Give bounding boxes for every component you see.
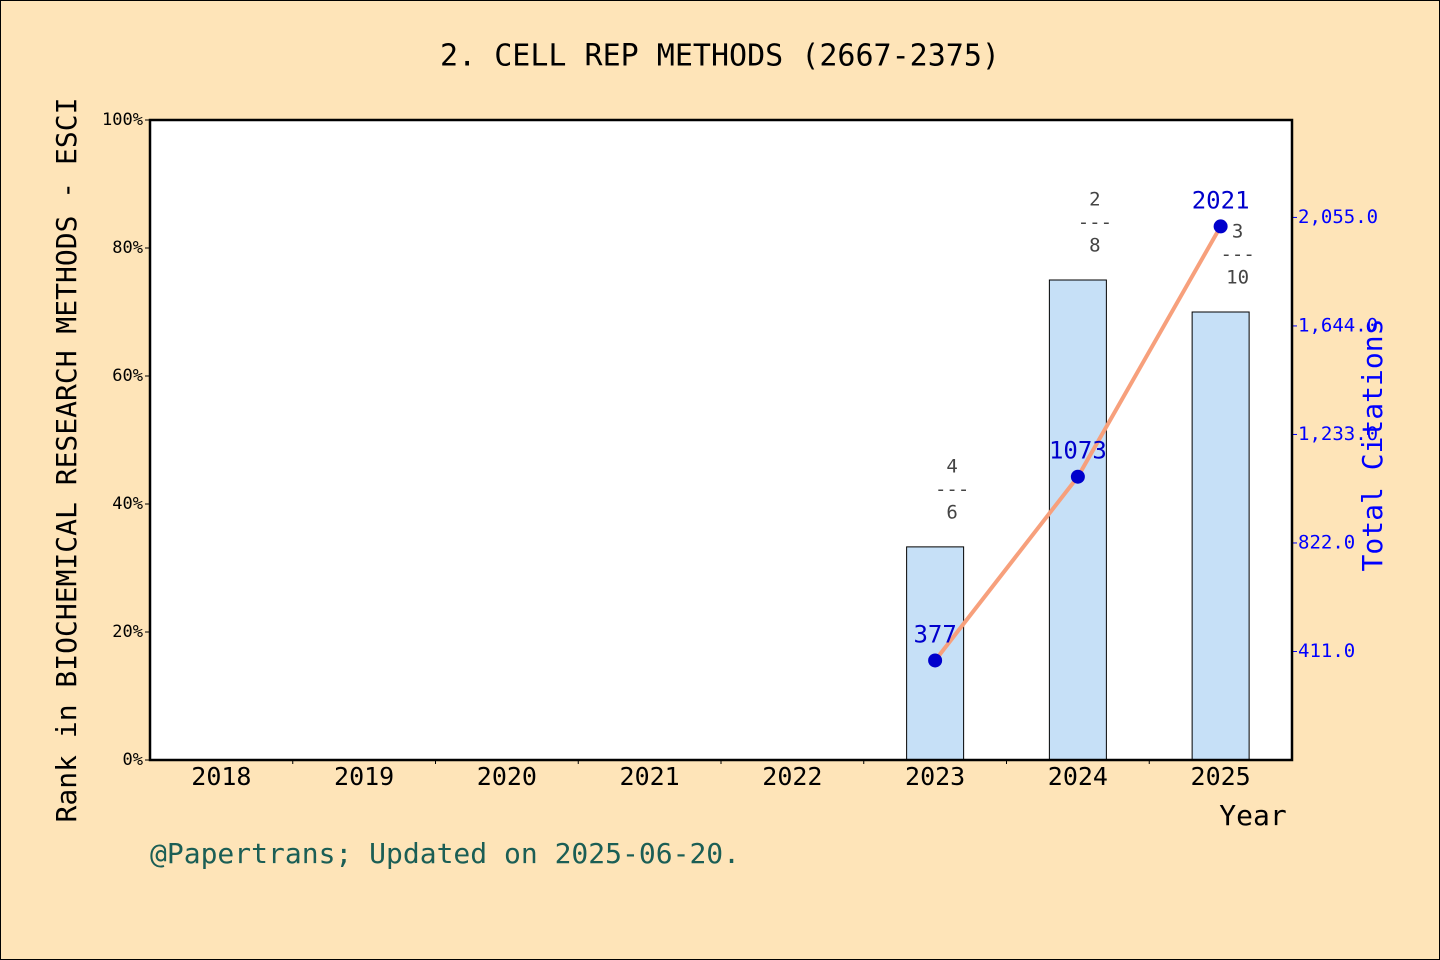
y-tick-label: 20% <box>112 622 143 642</box>
x-tick-label: 2018 <box>191 762 251 791</box>
x-tick-label: 2020 <box>477 762 537 791</box>
bar <box>1191 311 1250 761</box>
line-marker <box>1070 469 1085 484</box>
data-label: 2021 <box>1192 186 1250 214</box>
bar-annotation: 6 <box>946 501 957 523</box>
bar-annotation: 8 <box>1089 235 1100 257</box>
x-tick-label: 2025 <box>1191 762 1251 791</box>
bar-annotation: --- <box>1220 244 1254 266</box>
y2-tick-label: 822.0 <box>1298 531 1355 553</box>
y2-tick-label: 1,233.0 <box>1298 423 1378 445</box>
bar-annotation: 10 <box>1226 267 1249 289</box>
data-label: 377 <box>913 620 956 648</box>
bar-annotation: --- <box>1078 212 1112 234</box>
y2-tick-label: 1,644.0 <box>1298 314 1378 336</box>
chart-title: 2. CELL REP METHODS (2667-2375) <box>440 39 1000 74</box>
x-tick-label: 2019 <box>334 762 394 791</box>
x-tick-label: 2024 <box>1048 762 1108 791</box>
y-tick-label: 40% <box>112 494 143 514</box>
plot-border <box>148 118 1294 762</box>
x-tick-label: 2023 <box>905 762 965 791</box>
y-tick-label: 100% <box>102 110 143 130</box>
footer: @Papertrans; Updated on 2025-06-20. <box>150 837 740 870</box>
bar-annotation: 4 <box>946 455 957 477</box>
line-marker <box>1213 219 1228 234</box>
bar-annotation: 3 <box>1232 221 1243 243</box>
data-label: 1073 <box>1049 437 1107 465</box>
line-marker <box>928 653 943 668</box>
plot-area <box>150 120 1292 760</box>
y2-tick-label: 411.0 <box>1298 640 1355 662</box>
bar <box>906 546 965 761</box>
y-tick-label: 0% <box>123 750 143 770</box>
y-tick-label: 80% <box>112 238 143 258</box>
x-tick-label: 2021 <box>620 762 680 791</box>
y-tick-label: 60% <box>112 366 143 386</box>
bar <box>1048 279 1107 761</box>
y-axis-label: Rank in BIOCHEMICAL RESEARCH METHODS - E… <box>50 98 83 823</box>
y2-axis-label: Total Citations <box>1356 319 1389 572</box>
bar-annotation: --- <box>935 478 969 500</box>
y2-tick-label: 2,055.0 <box>1298 206 1378 228</box>
bar-annotation: 2 <box>1089 189 1100 211</box>
x-tick-label: 2022 <box>762 762 822 791</box>
x-axis-label: Year <box>1219 799 1286 832</box>
